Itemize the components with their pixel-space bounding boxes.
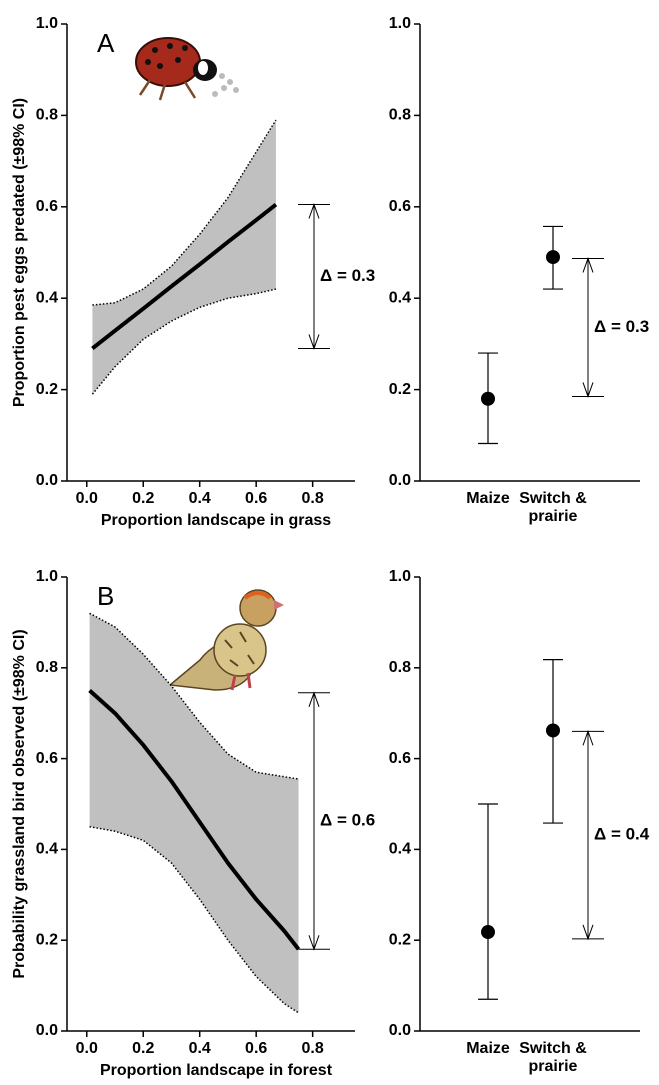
y-tick-label: 0.0 (36, 472, 58, 489)
x-tick-label: 0.8 (302, 1040, 324, 1057)
y-tick-label: 0.6 (36, 198, 58, 215)
y-tick-label: 0.2 (36, 381, 58, 398)
y-tick-label: 1.0 (389, 568, 411, 585)
arrow-head (582, 382, 594, 398)
y-tick-label: 0.4 (389, 841, 411, 858)
x-tick-label: 0.2 (132, 490, 154, 507)
x-tick-label: 0.4 (189, 1040, 211, 1057)
y-tick-label: 0.2 (389, 381, 411, 398)
y-tick-label: 0.6 (389, 198, 411, 215)
point (546, 250, 560, 265)
y-tick-label: 0.8 (389, 659, 411, 676)
delta-label: Δ = 0.6 (320, 811, 375, 830)
delta-label: Δ = 0.3 (594, 317, 649, 336)
fit-line (91, 202, 278, 351)
ci-band (92, 119, 276, 395)
x-tick-label: 0.4 (189, 490, 211, 507)
y-tick-label: 0.4 (36, 841, 58, 858)
x-tick-label: 0.2 (132, 1040, 154, 1057)
y-tick-label: 0.6 (36, 750, 58, 767)
y-tick-label: 0.4 (389, 289, 411, 306)
panel-label: A (97, 28, 115, 58)
bird-icon (168, 589, 284, 691)
arrow-head (582, 729, 594, 746)
y-axis-label: Probability grassland bird observed (±98… (11, 629, 28, 978)
delta-label: Δ = 0.3 (320, 266, 375, 285)
x-axis-label: Proportion landscape in forest (100, 1062, 333, 1079)
x-tick-label: 0.0 (76, 490, 98, 507)
y-tick-label: 0.6 (389, 750, 411, 767)
delta-label: Δ = 0.4 (594, 825, 650, 844)
x-tick-label: 0.0 (76, 1040, 98, 1057)
point (481, 925, 495, 940)
fit-line (88, 689, 301, 951)
y-tick-label: 1.0 (36, 15, 58, 32)
y-tick-label: 0.4 (36, 289, 58, 306)
y-tick-label: 0.8 (389, 107, 411, 124)
arrow-head (308, 334, 320, 350)
ci-edge (92, 119, 277, 306)
y-tick-label: 0.0 (36, 1022, 58, 1039)
y-tick-label: 0.8 (36, 107, 58, 124)
x-tick-label: 0.6 (245, 490, 267, 507)
point (481, 391, 495, 406)
x-tick-label: 0.8 (302, 490, 324, 507)
x-tick-label: 0.6 (245, 1040, 267, 1057)
point (546, 723, 560, 738)
y-tick-label: 1.0 (36, 568, 58, 585)
y-tick-label: 0.2 (36, 931, 58, 948)
arrow-head (582, 924, 594, 941)
y-tick-label: 0.8 (36, 659, 58, 676)
arrow-head (582, 256, 594, 273)
ci-edge (89, 825, 299, 1014)
arrow-head (308, 203, 320, 219)
category-label: Maize (466, 490, 510, 507)
y-tick-label: 1.0 (389, 15, 411, 32)
category-label: Switch & prairie (519, 1040, 587, 1075)
category-label: Switch & prairie (519, 490, 587, 525)
ci-edge (91, 288, 277, 395)
y-tick-label: 0.0 (389, 1022, 411, 1039)
x-axis-label: Proportion landscape in grass (101, 512, 331, 529)
arrow-head (308, 935, 320, 951)
y-tick-label: 0.2 (389, 931, 411, 948)
ladybug-icon (135, 37, 239, 101)
y-axis-label: Proportion pest eggs predated (±98% CI) (11, 98, 28, 407)
y-tick-label: 0.0 (389, 472, 411, 489)
panel-label: B (97, 581, 114, 611)
arrow-head (308, 691, 320, 707)
category-label: Maize (466, 1040, 510, 1057)
